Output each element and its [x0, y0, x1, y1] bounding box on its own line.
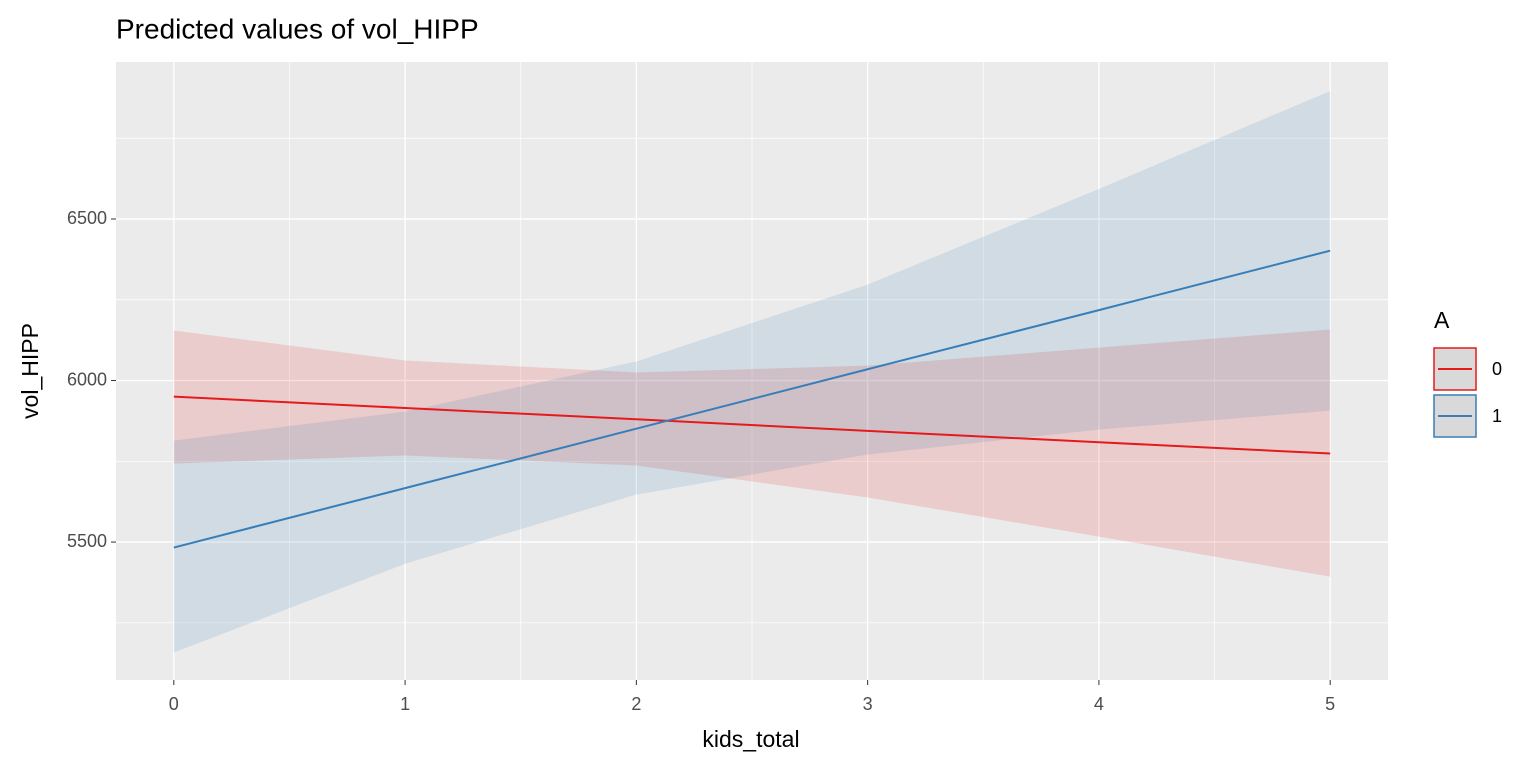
legend-label: 1 — [1492, 406, 1502, 426]
chart-title: Predicted values of vol_HIPP — [116, 13, 479, 44]
x-tick-label: 5 — [1325, 694, 1335, 714]
x-tick-label: 1 — [400, 694, 410, 714]
legend-label: 0 — [1492, 359, 1502, 379]
line — [173, 395, 1331, 455]
confidence-band — [173, 329, 1331, 577]
y-tick-label: 5500 — [67, 531, 107, 551]
x-tick-label: 3 — [863, 694, 873, 714]
y-axis-title: vol_HIPP — [17, 323, 43, 419]
line — [173, 249, 1331, 549]
x-tick-label: 2 — [631, 694, 641, 714]
y-tick-label: 6000 — [67, 369, 107, 389]
x-axis-title: kids_total — [702, 726, 799, 752]
x-tick-label: 0 — [169, 694, 179, 714]
y-tick-label: 6500 — [67, 208, 107, 228]
confidence-band — [173, 91, 1331, 653]
x-tick-label: 4 — [1094, 694, 1104, 714]
legend-title: A — [1434, 307, 1450, 333]
